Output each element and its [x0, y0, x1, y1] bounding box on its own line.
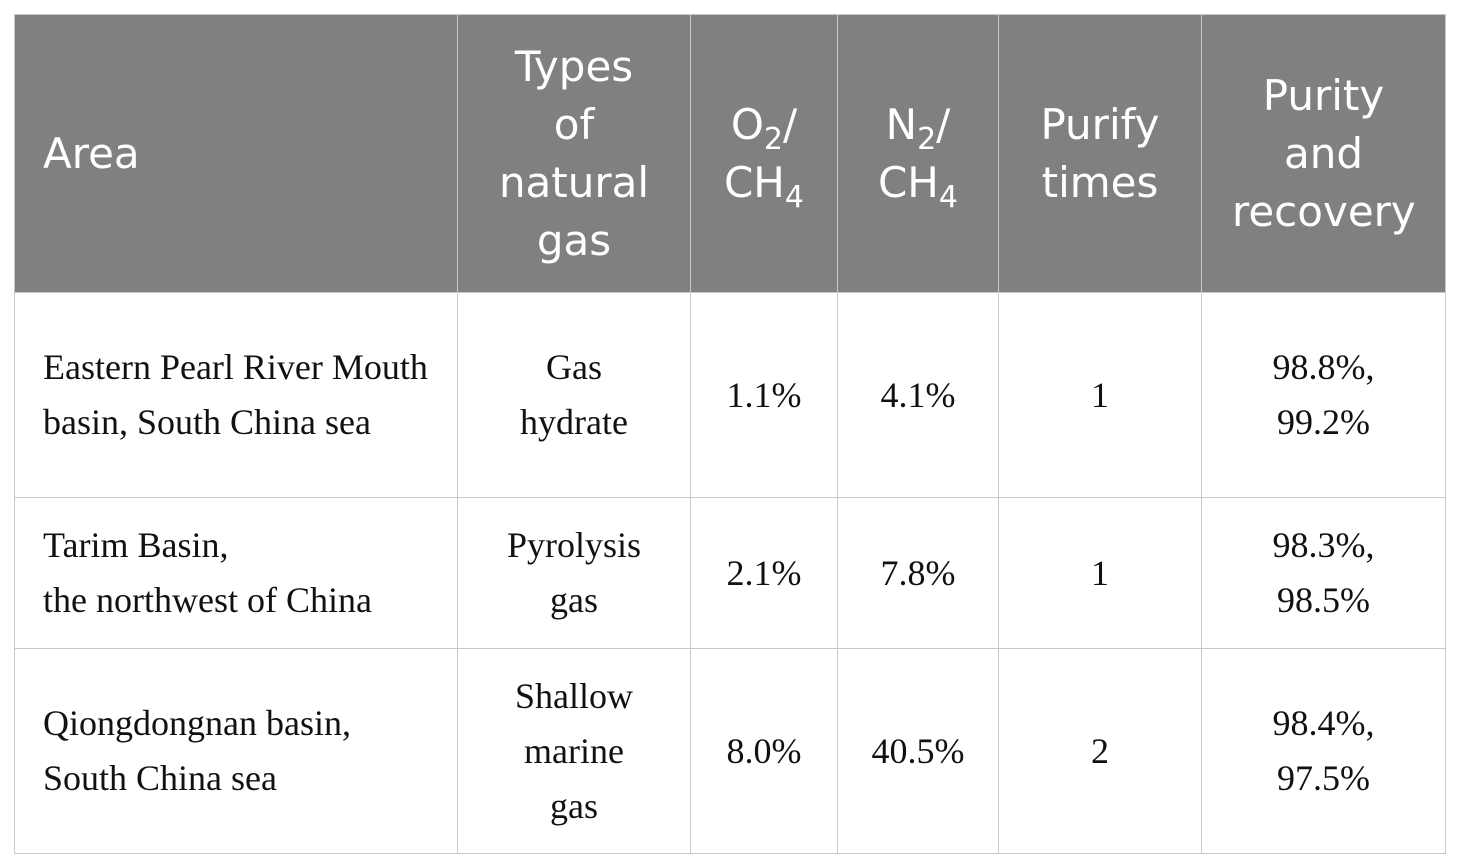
table-cell: Eastern Pearl River Mouth basin, South C… — [14, 292, 458, 498]
data-table: Area Types of natural gas O2/CH4 N2/CH4 … — [14, 14, 1446, 854]
header-cell: Purity and recovery — [1201, 14, 1446, 293]
table-cell: 98.3%, 98.5% — [1201, 497, 1446, 649]
table-cell: 8.0% — [690, 648, 838, 854]
subscript: 4 — [784, 179, 804, 215]
header-cell: Area — [14, 14, 458, 293]
table-cell: Shallow marine gas — [457, 648, 691, 854]
header-text: / — [783, 99, 798, 149]
table-row: Eastern Pearl River Mouth basin, South C… — [14, 292, 1446, 498]
header-text: / — [936, 99, 951, 149]
table-cell: 1 — [998, 292, 1202, 498]
table-cell: 1 — [998, 497, 1202, 649]
header-cell: Types of natural gas — [457, 14, 691, 293]
header-text: CH — [723, 157, 785, 207]
table-cell: Qiongdongnan basin, South China sea — [14, 648, 458, 854]
table-cell: 98.8%, 99.2% — [1201, 292, 1446, 498]
subscript: 2 — [763, 121, 783, 157]
header-cell: N2/ CH4 — [837, 14, 999, 293]
table-cell: 98.4%, 97.5% — [1201, 648, 1446, 854]
header-row: Area Types of natural gas O2/CH4 N2/CH4 … — [14, 14, 1446, 293]
table-cell: Gas hydrate — [457, 292, 691, 498]
header-cell: Purify times — [998, 14, 1202, 293]
header-cell: O2/ CH4 — [690, 14, 838, 293]
table-cell: 1.1% — [690, 292, 838, 498]
table-cell: 40.5% — [837, 648, 999, 854]
table-row: Qiongdongnan basin, South China sea Shall… — [14, 648, 1446, 854]
table-cell: 4.1% — [837, 292, 999, 498]
subscript: 4 — [938, 179, 958, 215]
table-cell: 2.1% — [690, 497, 838, 649]
subscript: 2 — [917, 121, 937, 157]
table-body: Eastern Pearl River Mouth basin, South C… — [14, 292, 1446, 854]
table-cell: 7.8% — [837, 497, 999, 649]
header-text: N — [885, 99, 918, 149]
table-cell: Pyrolysis gas — [457, 497, 691, 649]
table-cell: Tarim Basin, the northwest of China — [14, 497, 458, 649]
header-text: CH — [877, 157, 939, 207]
table-cell: 2 — [998, 648, 1202, 854]
header-text: O — [730, 99, 764, 149]
table-row: Tarim Basin, the northwest of China Pyrol… — [14, 497, 1446, 649]
